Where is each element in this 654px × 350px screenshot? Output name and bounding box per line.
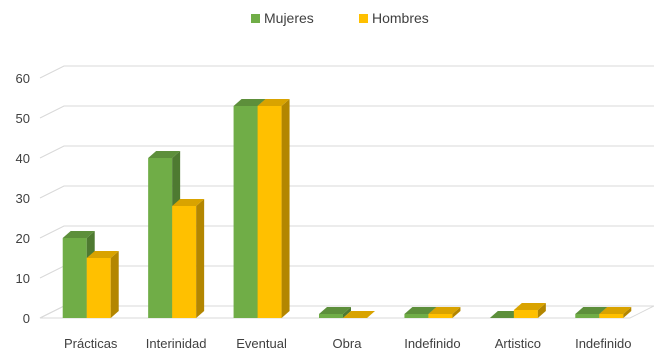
x-tick-label: Interinidad [146, 336, 207, 350]
bar-mujeres-6 [575, 314, 600, 318]
bar-hombres-5-top [513, 303, 546, 310]
gridline [39, 65, 654, 79]
x-axis: Prácticas Interinidad Eventual Obra Indefini… [64, 336, 632, 350]
y-tick-label: 30 [16, 191, 30, 206]
bar-hombres-2 [257, 106, 282, 318]
bar-hombres-4-side [452, 307, 461, 318]
x-tick-label: Prácticas [64, 336, 118, 350]
bar-mujeres-6-top [575, 307, 608, 314]
bar-hombres-4 [428, 314, 453, 318]
bar-mujeres-3-side [343, 307, 351, 318]
gridline [39, 225, 654, 239]
y-tick-label: 50 [16, 111, 30, 126]
bar-hombres-1-side [196, 199, 205, 318]
bar-hombres-3-top [343, 311, 375, 318]
legend-swatch-hombres [359, 14, 368, 23]
bar-hombres-6-top [599, 307, 632, 314]
bar-mujeres-4-top [404, 307, 437, 314]
bar-hombres-2-top [257, 99, 290, 106]
bar-mujeres-2 [233, 106, 258, 318]
legend-label-hombres: Hombres [372, 10, 429, 26]
gridline [39, 105, 654, 119]
bar-hombres-0-top [86, 251, 119, 258]
y-tick-label: 10 [16, 271, 30, 286]
y-tick-label: 60 [16, 71, 30, 86]
x-tick-label: Indefinido [404, 336, 460, 350]
gridline [39, 185, 654, 199]
bar-mujeres-0 [62, 238, 87, 318]
x-tick-label: Obra [333, 336, 363, 350]
gridlines [39, 65, 654, 319]
x-tick-label: Artistico [495, 336, 541, 350]
x-tick-label: Eventual [236, 336, 287, 350]
bar-hombres-5-side [537, 303, 546, 318]
y-tick-label: 40 [16, 151, 30, 166]
bar-hombres-6 [599, 314, 624, 318]
gridline [39, 145, 654, 159]
bar-hombres-6-side [623, 307, 632, 318]
legend: Mujeres Hombres [251, 10, 429, 26]
bar-hombres-4-top [428, 307, 461, 314]
x-tick-label: Indefinido [575, 336, 631, 350]
bar-mujeres-3 [319, 314, 343, 318]
bars [62, 99, 632, 318]
bar-hombres-1-top [172, 199, 205, 206]
bar-mujeres-1 [148, 158, 173, 318]
legend-label-mujeres: Mujeres [264, 10, 314, 26]
legend-swatch-mujeres [251, 14, 260, 23]
y-tick-label: 0 [23, 311, 30, 326]
bar-mujeres-2-top [233, 99, 266, 106]
bar-mujeres-0-top [62, 231, 95, 238]
y-tick-label: 20 [16, 231, 30, 246]
bar-hombres-0 [86, 258, 111, 318]
bar-mujeres-4 [404, 314, 429, 318]
bar-mujeres-3-top [319, 307, 351, 314]
bar-hombres-0-side [110, 251, 119, 318]
bar-hombres-5 [513, 310, 538, 318]
gridline [39, 265, 654, 279]
bar-hombres-2-side [281, 99, 290, 318]
bar-mujeres-1-top [148, 151, 181, 158]
y-axis: 0 10 20 30 40 50 60 [16, 71, 30, 326]
bar-hombres-1 [172, 206, 197, 318]
